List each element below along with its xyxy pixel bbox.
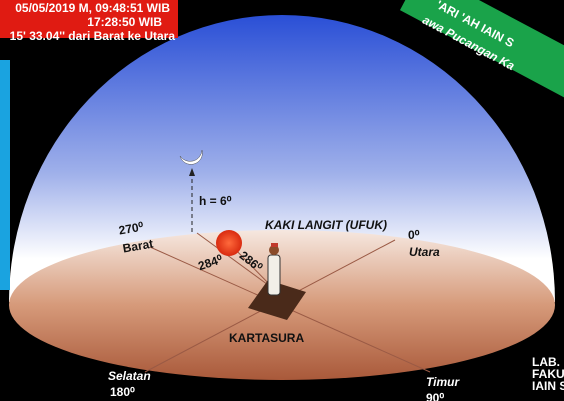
diagram: 05/05/2019 M, 09:48:51 WIB 17:28:50 WIB … — [0, 0, 564, 401]
info-line: 05/05/2019 M, 09:48:51 WIB — [15, 1, 170, 15]
direction-label: Utara — [409, 245, 440, 259]
person — [268, 243, 280, 295]
degree-label: 180⁰ — [110, 385, 135, 399]
horizon-label: KAKI LANGIT (UFUK) — [265, 218, 387, 232]
location-label: KARTASURA — [229, 331, 304, 345]
degree-label: 0⁰ — [408, 228, 420, 242]
footer-line: IAIN S — [532, 379, 564, 393]
direction-label: Timur — [426, 375, 460, 389]
info-line: 17:28:50 WIB — [87, 15, 162, 29]
info-line: 15' 33.04'' dari Barat ke Utara — [10, 29, 176, 43]
altitude-label: h = 6⁰ — [199, 194, 232, 208]
direction-label: Selatan — [108, 369, 151, 383]
side-bar — [0, 60, 10, 290]
degree-label: 90⁰ — [426, 391, 444, 401]
